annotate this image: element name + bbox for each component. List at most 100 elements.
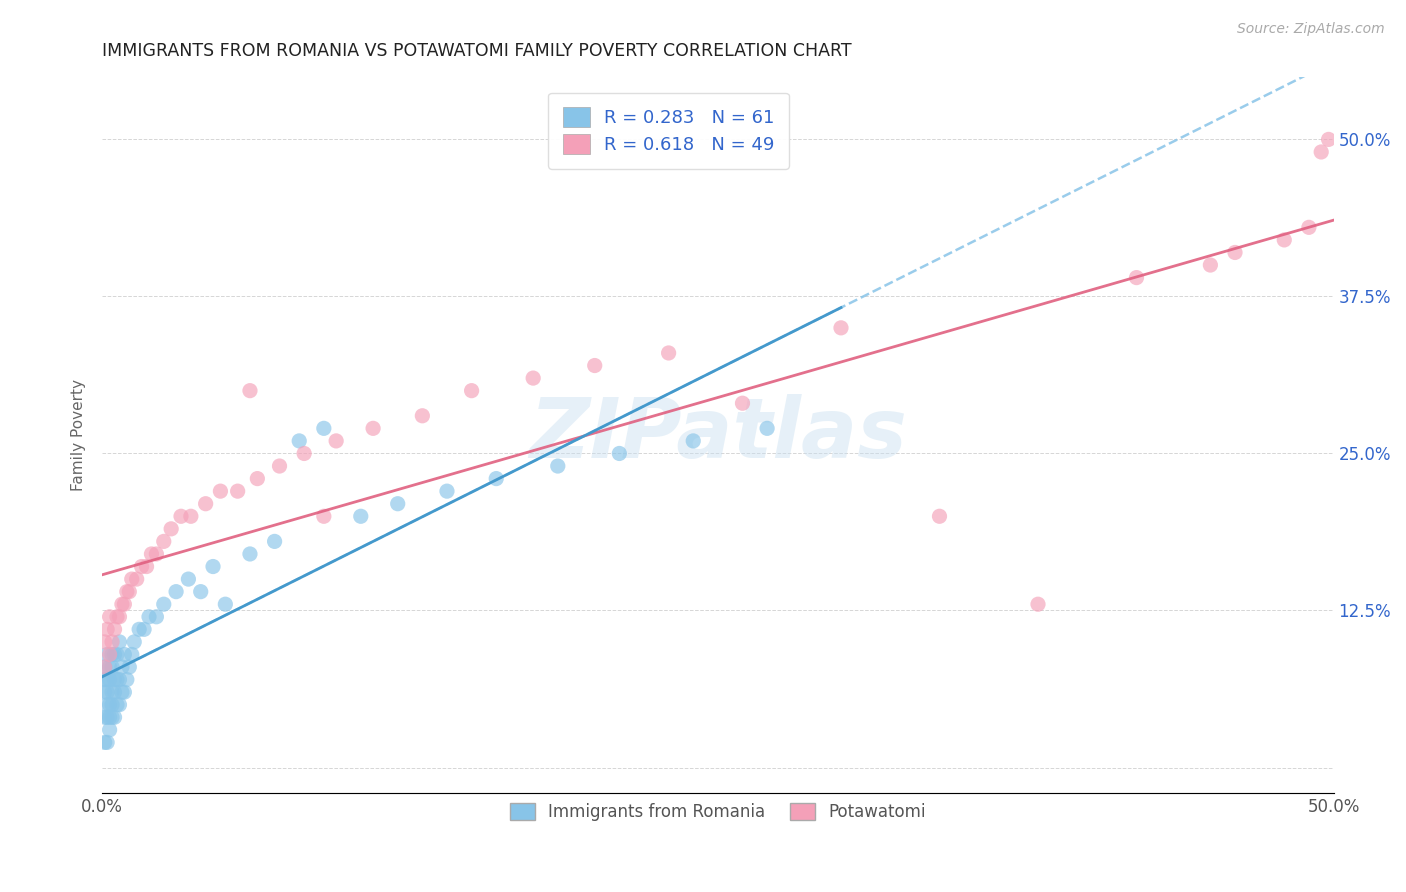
Point — [93, 660, 115, 674]
Point — [103, 648, 125, 662]
Point — [436, 484, 458, 499]
Point — [1125, 270, 1147, 285]
Point — [96, 648, 118, 662]
Text: Source: ZipAtlas.com: Source: ZipAtlas.com — [1237, 22, 1385, 37]
Point — [1310, 145, 1333, 159]
Point — [485, 472, 508, 486]
Point — [928, 509, 950, 524]
Point — [152, 534, 174, 549]
Point — [132, 623, 155, 637]
Point — [96, 710, 118, 724]
Point — [98, 609, 121, 624]
Point — [387, 497, 409, 511]
Point — [145, 547, 167, 561]
Point — [98, 710, 121, 724]
Point — [583, 359, 606, 373]
Point — [98, 723, 121, 737]
Point — [1272, 233, 1295, 247]
Point — [1317, 132, 1340, 146]
Point — [1199, 258, 1222, 272]
Point — [138, 609, 160, 624]
Point — [145, 609, 167, 624]
Point — [101, 648, 124, 662]
Point — [1223, 245, 1246, 260]
Point — [108, 635, 131, 649]
Legend: Immigrants from Romania, Potawatomi: Immigrants from Romania, Potawatomi — [496, 789, 939, 834]
Point — [152, 597, 174, 611]
Point — [93, 685, 115, 699]
Point — [269, 458, 291, 473]
Point — [128, 623, 150, 637]
Point — [122, 635, 145, 649]
Point — [108, 673, 131, 687]
Point — [101, 698, 124, 712]
Point — [682, 434, 704, 448]
Point — [160, 522, 183, 536]
Text: ZIPatlas: ZIPatlas — [529, 394, 907, 475]
Point — [111, 685, 134, 699]
Point — [756, 421, 779, 435]
Point — [93, 660, 115, 674]
Point — [460, 384, 482, 398]
Point — [105, 648, 128, 662]
Point — [112, 685, 135, 699]
Point — [170, 509, 193, 524]
Point — [112, 597, 135, 611]
Point — [112, 648, 135, 662]
Point — [658, 346, 681, 360]
Point — [111, 660, 134, 674]
Point — [165, 584, 187, 599]
Point — [118, 584, 141, 599]
Point — [105, 609, 128, 624]
Point — [93, 735, 115, 749]
Point — [312, 509, 335, 524]
Point — [1298, 220, 1320, 235]
Point — [115, 584, 138, 599]
Point — [108, 698, 131, 712]
Point — [101, 660, 124, 674]
Point — [239, 384, 262, 398]
Point — [522, 371, 544, 385]
Point — [96, 698, 118, 712]
Point — [135, 559, 157, 574]
Point — [226, 484, 249, 499]
Point — [288, 434, 311, 448]
Y-axis label: Family Poverty: Family Poverty — [72, 378, 86, 491]
Point — [292, 446, 315, 460]
Point — [98, 698, 121, 712]
Point — [1026, 597, 1049, 611]
Point — [731, 396, 754, 410]
Point — [93, 710, 115, 724]
Point — [98, 660, 121, 674]
Point — [209, 484, 232, 499]
Point — [111, 597, 134, 611]
Point — [547, 458, 569, 473]
Text: IMMIGRANTS FROM ROMANIA VS POTAWATOMI FAMILY POVERTY CORRELATION CHART: IMMIGRANTS FROM ROMANIA VS POTAWATOMI FA… — [103, 42, 852, 60]
Point — [609, 446, 631, 460]
Point — [96, 685, 118, 699]
Point — [105, 698, 128, 712]
Point — [312, 421, 335, 435]
Point — [115, 673, 138, 687]
Point — [105, 673, 128, 687]
Point — [108, 609, 131, 624]
Point — [96, 735, 118, 749]
Point — [93, 673, 115, 687]
Point — [325, 434, 347, 448]
Point — [125, 572, 148, 586]
Point — [103, 673, 125, 687]
Point — [103, 685, 125, 699]
Point — [190, 584, 212, 599]
Point — [246, 472, 269, 486]
Point — [103, 710, 125, 724]
Point — [177, 572, 200, 586]
Point — [830, 321, 852, 335]
Point — [180, 509, 202, 524]
Point — [101, 710, 124, 724]
Point — [263, 534, 285, 549]
Point — [361, 421, 384, 435]
Point — [350, 509, 373, 524]
Point — [131, 559, 153, 574]
Point — [96, 623, 118, 637]
Point — [96, 673, 118, 687]
